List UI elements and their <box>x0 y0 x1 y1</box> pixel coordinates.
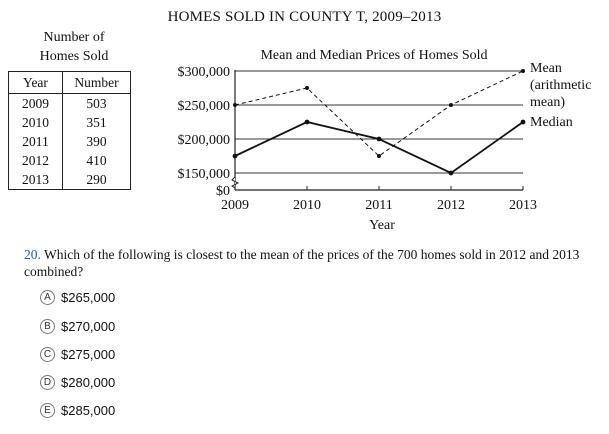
answer-choice-c[interactable]: C $275,000 <box>40 344 115 364</box>
answer-choice-b[interactable]: B $270,000 <box>40 316 115 336</box>
choice-text-d: $280,000 <box>61 374 116 390</box>
table-cell-number: 410 <box>62 151 131 170</box>
table-row: 2013 290 <box>8 170 131 190</box>
table-row: 2009 503 <box>8 93 131 113</box>
y-tick-label: $150,000 <box>178 167 231 182</box>
data-point-mean <box>449 103 453 107</box>
choice-bubble-d[interactable]: D <box>40 374 55 390</box>
data-point-median <box>448 170 454 176</box>
choice-bubble-a[interactable]: A <box>40 289 55 305</box>
y-tick-label: $250,000 <box>178 99 231 114</box>
data-point-median <box>520 119 526 125</box>
column-header-number: Number <box>62 71 131 94</box>
table-row: 2012 410 <box>8 151 131 170</box>
data-point-mean <box>521 69 525 73</box>
x-tick-label: 2009 <box>221 198 249 213</box>
table-row: 2011 390 <box>8 132 131 151</box>
chart-series <box>232 69 526 176</box>
x-tick-labels: 2009 2010 2011 2012 2013 <box>221 198 537 213</box>
question-number: 20. <box>24 247 41 262</box>
question-stem: 20. Which of the following is closest to… <box>24 246 609 280</box>
legend-label-mean: mean) <box>530 95 565 110</box>
table-caption: Number of Homes Sold <box>8 28 140 66</box>
choice-text-e: $285,000 <box>61 402 116 418</box>
x-tick-label: 2010 <box>293 198 321 213</box>
page-title: HOMES SOLD IN COUNTY T, 2009–2013 <box>167 9 442 25</box>
answer-choice-a[interactable]: A $265,000 <box>40 287 115 307</box>
x-axis-label: Year <box>369 218 395 233</box>
choice-bubble-c[interactable]: C <box>40 346 55 362</box>
legend-label-mean: Mean <box>530 61 562 76</box>
series-line-median <box>234 121 524 175</box>
chart-title: Mean and Median Prices of Homes Sold <box>260 48 487 63</box>
legend-label-median: Median <box>530 115 573 130</box>
chart-grid <box>235 70 523 174</box>
table-cell-year: 2011 <box>8 132 63 151</box>
homes-sold-table: Year Number 2009 503 2010 351 2011 390 2… <box>8 71 131 190</box>
y-tick-label: $200,000 <box>178 133 231 148</box>
answer-choice-d[interactable]: D $280,000 <box>40 372 115 392</box>
table-cell-number: 503 <box>62 93 131 113</box>
data-point-mean <box>305 86 309 90</box>
x-tick-label: 2011 <box>365 198 392 213</box>
data-point-median <box>232 153 238 159</box>
table-row: 2010 351 <box>8 113 131 132</box>
table-cell-number: 290 <box>62 170 131 190</box>
choice-text-c: $275,000 <box>61 346 116 362</box>
price-line-chart: Mean and Median Prices of Homes Sold $0$… <box>178 48 592 233</box>
table-caption-line-1: Number of <box>43 30 105 45</box>
y-tick-label: $300,000 <box>178 65 231 80</box>
legend-label-mean: (arithmetic <box>530 78 591 93</box>
answer-choice-e[interactable]: E $285,000 <box>40 400 115 420</box>
data-point-mean <box>233 103 237 107</box>
series-line-mean <box>234 70 524 157</box>
table-cell-year: 2012 <box>8 151 63 170</box>
table-cell-year: 2009 <box>8 93 63 113</box>
y-tick-labels: $0 $150,000 $200,000 $250,000 $300,000 <box>178 65 231 199</box>
table-caption-line-2: Homes Sold <box>39 49 109 64</box>
data-point-median <box>304 119 310 125</box>
chart-axes <box>231 70 524 191</box>
choice-bubble-b[interactable]: B <box>40 318 55 334</box>
table-header-row: Year Number <box>8 71 131 94</box>
table-cell-year: 2010 <box>8 113 63 132</box>
table-cell-number: 351 <box>62 113 131 132</box>
chart-legend: Mean (arithmetic mean) Median <box>530 61 591 130</box>
column-header-year: Year <box>8 71 63 94</box>
y-tick-label: $0 <box>216 184 230 199</box>
data-point-mean <box>377 154 381 158</box>
question-text: Which of the following is closest to the… <box>24 247 580 279</box>
choice-bubble-e[interactable]: E <box>40 402 55 418</box>
table-cell-year: 2013 <box>8 170 63 190</box>
choice-text-a: $265,000 <box>61 289 116 305</box>
choice-text-b: $270,000 <box>61 318 116 334</box>
x-tick-label: 2012 <box>437 198 465 213</box>
x-tick-label: 2013 <box>509 198 537 213</box>
data-point-median <box>376 136 382 142</box>
axis-break-mark <box>231 176 240 189</box>
table-cell-number: 390 <box>62 132 131 151</box>
